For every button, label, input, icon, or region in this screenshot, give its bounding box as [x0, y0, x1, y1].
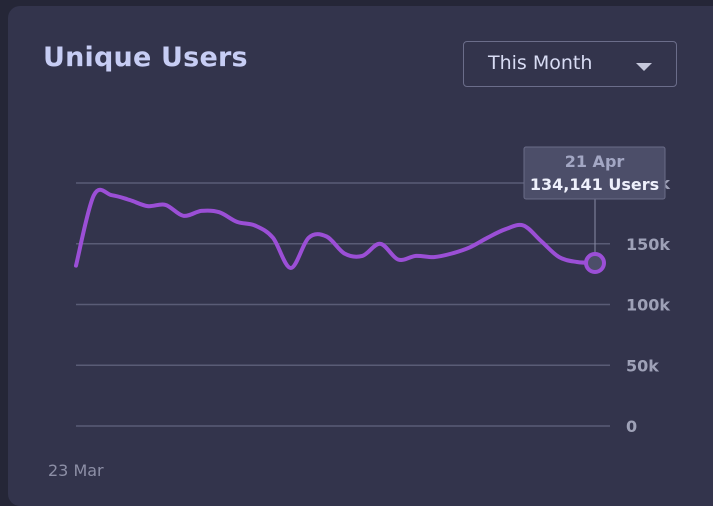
period-dropdown[interactable]: This Month [463, 41, 677, 87]
tooltip-value: 134,141 Users [530, 175, 659, 194]
series-line-users [74, 187, 597, 270]
y-tick-label: 0 [626, 417, 637, 436]
chevron-down-icon [636, 63, 652, 71]
y-tick-label: 100k [626, 296, 670, 315]
tooltip-date: 21 Apr [565, 152, 625, 171]
x-axis-start-label: 23 Mar [48, 461, 104, 480]
data-point-last[interactable] [584, 252, 606, 275]
y-tick-label: 50k [626, 356, 659, 375]
unique-users-chart: 050k100k150k200k 21 Apr 134,141 Users 23… [48, 146, 670, 480]
card-title: Unique Users [43, 42, 248, 73]
y-tick-label: 150k [626, 235, 670, 254]
tooltip-box [523, 146, 666, 200]
period-dropdown-value: This Month [488, 52, 593, 74]
